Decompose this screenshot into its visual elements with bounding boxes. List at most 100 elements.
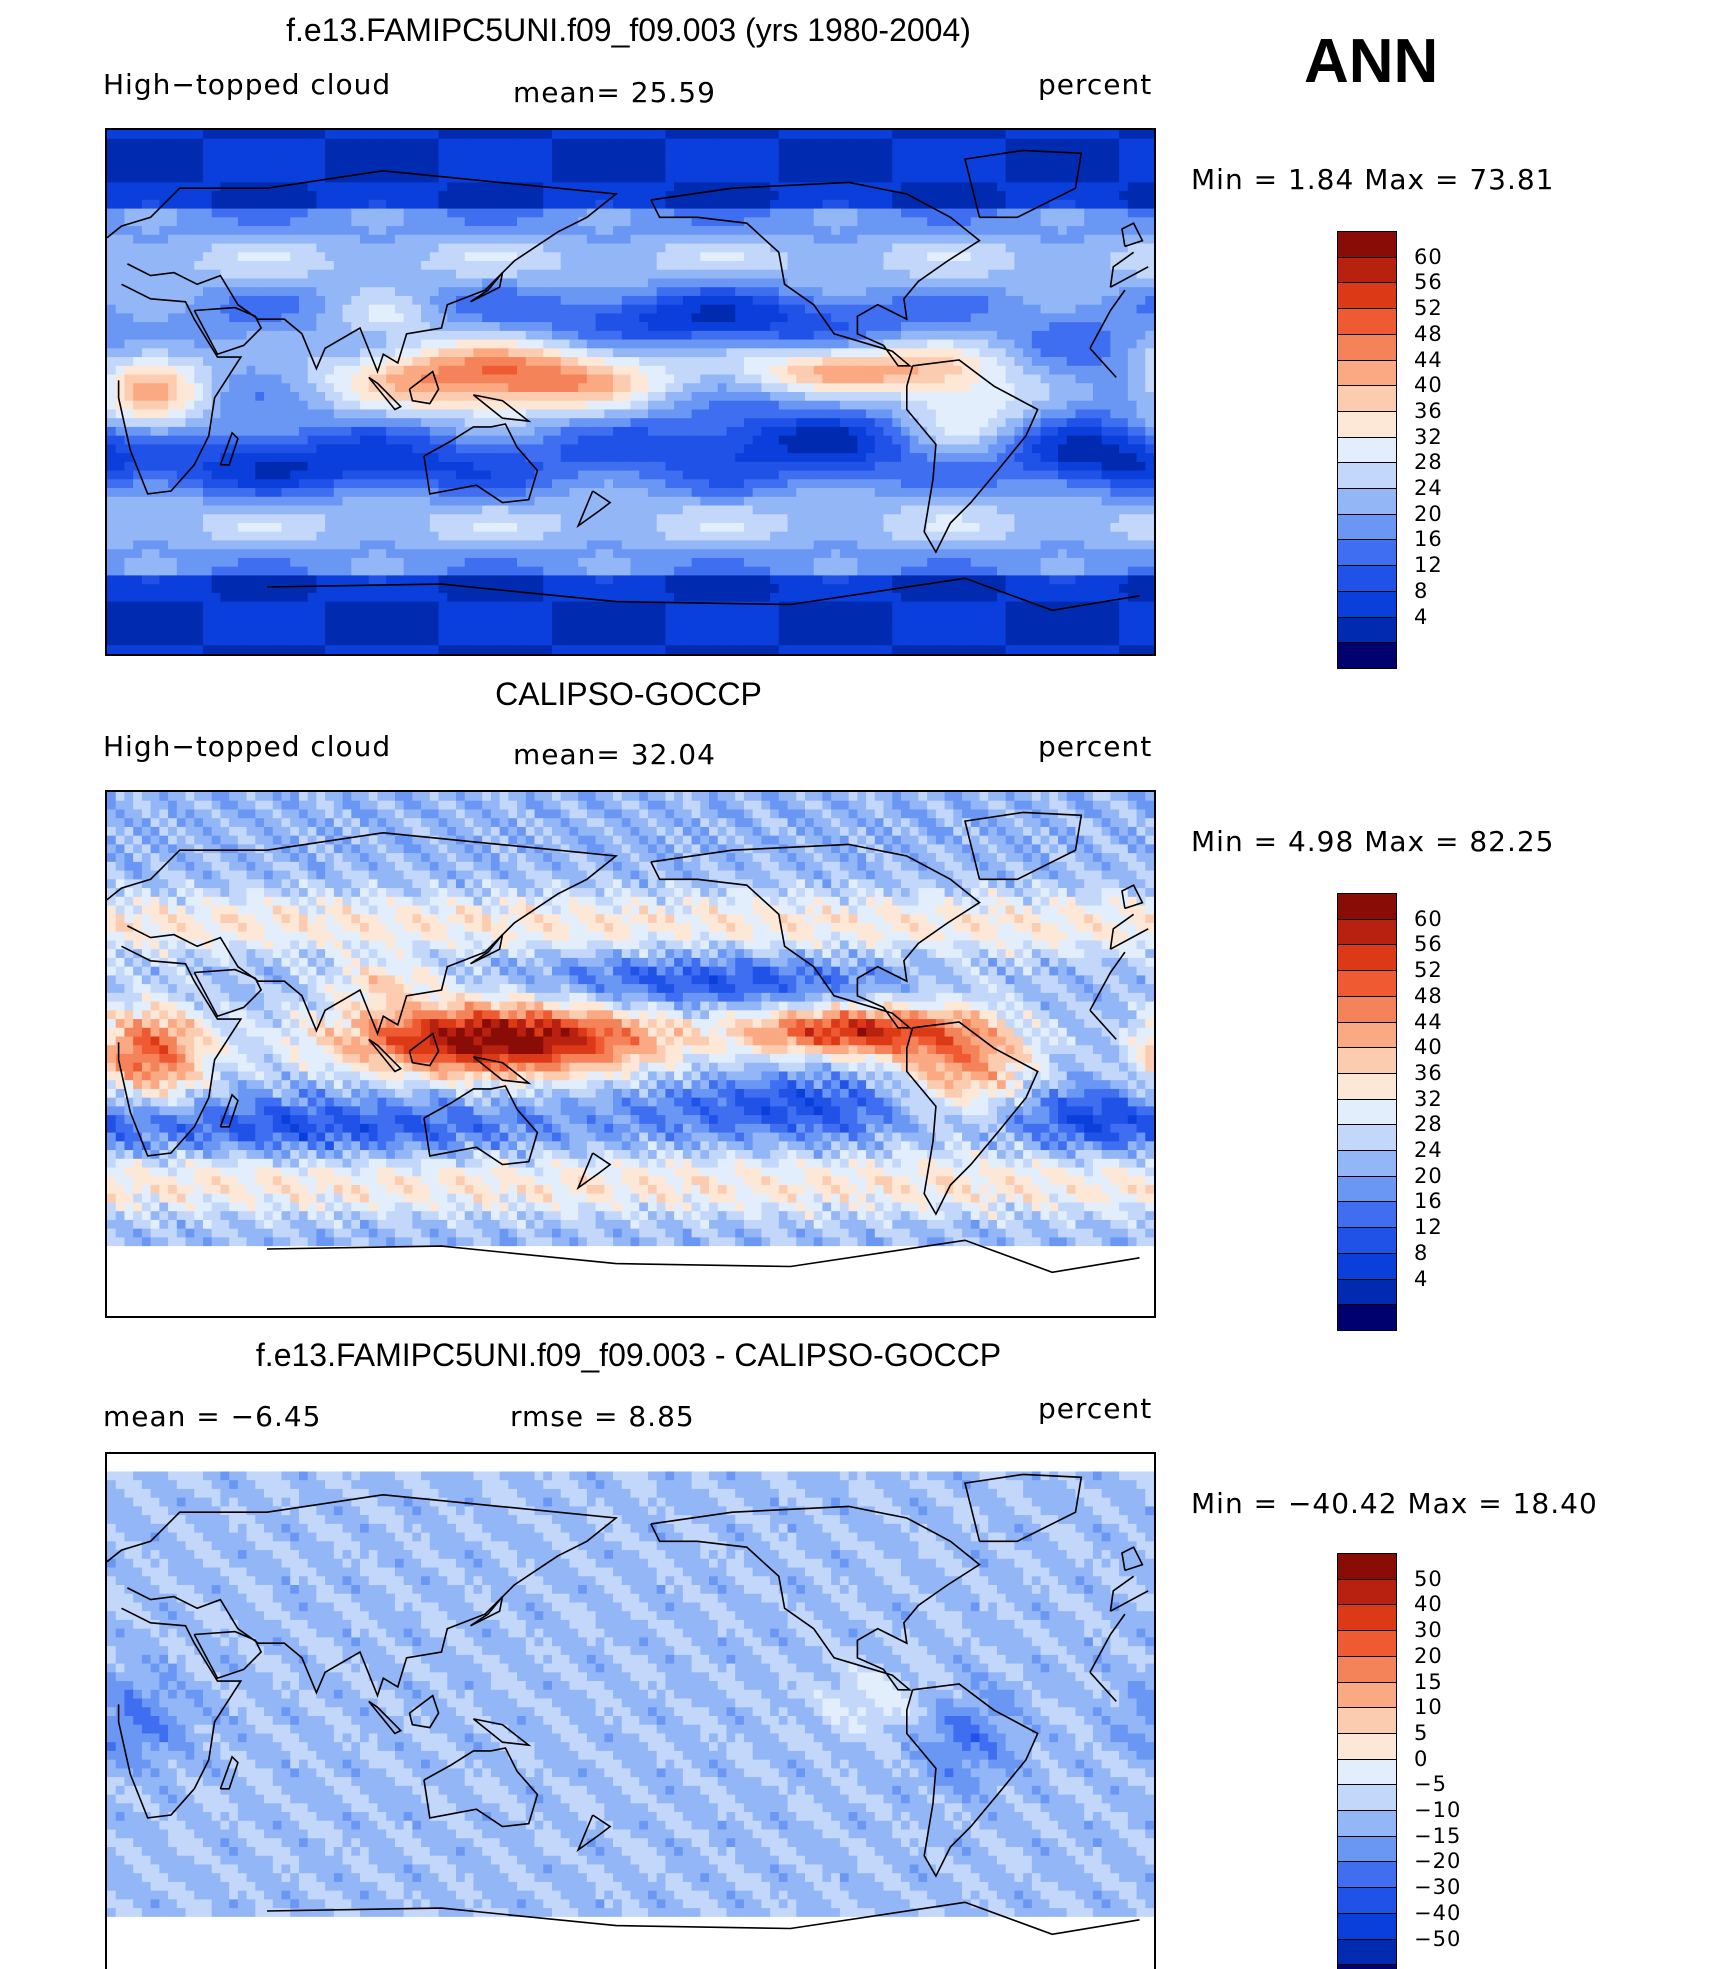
colorbar-swatch <box>1337 1810 1397 1837</box>
panel-1-units-label: percent <box>1038 68 1152 101</box>
coastline <box>368 1038 403 1073</box>
coastline <box>650 1505 981 1691</box>
colorbar-swatch <box>1337 1707 1397 1735</box>
colorbar-swatch <box>1337 1124 1397 1152</box>
colorbar-swatch <box>1337 1630 1397 1658</box>
colorbar-tick-label: 24 <box>1414 1138 1443 1162</box>
panel-2-title: CALIPSO-GOCCP <box>105 676 1152 713</box>
colorbar-tick-label: 0 <box>1414 1747 1428 1771</box>
coastline <box>470 272 504 303</box>
coastline <box>219 1755 239 1790</box>
colorbar-swatch <box>1337 1938 1397 1966</box>
coastline <box>1121 1546 1144 1572</box>
colorbar-tick-label: −20 <box>1414 1849 1461 1873</box>
coastline <box>1121 884 1144 910</box>
colorbar-swatch <box>1337 1887 1397 1915</box>
coastline <box>408 1032 440 1067</box>
coastline <box>117 945 1126 1157</box>
panel-1-minmax: Min = 1.84 Max = 73.81 <box>1191 163 1555 196</box>
panel-3-map <box>105 1452 1156 1969</box>
colorbar-tick-label: 60 <box>1414 907 1443 931</box>
coastline <box>472 1056 532 1085</box>
colorbar-swatch <box>1337 385 1397 413</box>
colorbar-tick-label: 40 <box>1414 373 1443 397</box>
coastline <box>964 811 1083 881</box>
colorbar-swatch <box>1337 1964 1397 1969</box>
panel-2-variable-label: High−topped cloud <box>103 730 391 763</box>
colorbar-swatch <box>1337 1835 1397 1863</box>
coastline <box>408 370 440 405</box>
colorbar-swatch <box>1337 1578 1397 1606</box>
colorbar-swatch <box>1337 410 1397 438</box>
colorbar-swatch <box>1337 1681 1397 1709</box>
coastline <box>423 1085 539 1166</box>
coastline <box>650 181 981 367</box>
panel-1-map <box>105 128 1156 656</box>
coastline <box>906 1683 1039 1878</box>
colorbar-tick-label: −30 <box>1414 1875 1461 1899</box>
coastline <box>117 1607 1126 1819</box>
colorbar-swatch <box>1337 616 1397 644</box>
colorbar-swatch <box>1337 1150 1397 1177</box>
coastline <box>266 1901 1140 1936</box>
colorbar-tick-label: 40 <box>1414 1035 1443 1059</box>
colorbar-tick-label: 40 <box>1414 1592 1443 1616</box>
colorbar-tick-label: −10 <box>1414 1798 1461 1822</box>
coastline <box>266 577 1140 612</box>
coastline <box>368 376 403 411</box>
colorbar-swatch <box>1337 1227 1397 1255</box>
panel-2-minmax: Min = 4.98 Max = 82.25 <box>1191 825 1555 858</box>
colorbar-swatch <box>1337 590 1397 618</box>
colorbar-swatch <box>1337 1072 1397 1100</box>
colorbar-tick-label: 36 <box>1414 399 1443 423</box>
colorbar-tick-label: 52 <box>1414 958 1443 982</box>
colorbar-tick-label: 20 <box>1414 502 1443 526</box>
coastline <box>408 1694 440 1729</box>
colorbar-swatch <box>1337 1304 1397 1332</box>
colorbar-tick-label: 48 <box>1414 984 1443 1008</box>
colorbar-swatch <box>1337 1098 1397 1126</box>
colorbar-tick-label: 12 <box>1414 553 1443 577</box>
colorbar-tick-label: 20 <box>1414 1644 1443 1668</box>
colorbar-tick-label: 28 <box>1414 1112 1443 1136</box>
colorbar-swatch <box>1337 893 1397 920</box>
coastline <box>423 423 539 504</box>
colorbar-swatch <box>1337 944 1397 972</box>
colorbar-swatch <box>1337 1655 1397 1683</box>
colorbar-tick-label: 20 <box>1414 1164 1443 1188</box>
world-map-icon <box>107 792 1154 1316</box>
coastline <box>964 1473 1083 1543</box>
coastline <box>472 394 532 423</box>
colorbar-swatch <box>1337 1021 1397 1049</box>
colorbar-swatch <box>1337 1175 1397 1203</box>
colorbar-swatch <box>1337 436 1397 464</box>
colorbar-tick-label: −40 <box>1414 1901 1461 1925</box>
colorbar-tick-label: −15 <box>1414 1824 1461 1848</box>
colorbar-tick-label: 4 <box>1414 1267 1428 1291</box>
colorbar-swatch <box>1337 333 1397 361</box>
panel-2-units-label: percent <box>1038 730 1152 763</box>
colorbar-tick-label: 10 <box>1414 1695 1443 1719</box>
colorbar-swatch <box>1337 256 1397 284</box>
panel-1-variable-label: High−topped cloud <box>103 68 391 101</box>
coastline <box>576 1152 612 1191</box>
colorbar-swatch <box>1337 1278 1397 1306</box>
colorbar-tick-label: 60 <box>1414 245 1443 269</box>
coastline <box>107 1493 1149 1698</box>
panel-3-minmax: Min = −40.42 Max = 18.40 <box>1191 1487 1598 1520</box>
colorbar-tick-label: 8 <box>1414 579 1428 603</box>
panel-1-mean-label: mean= 25.59 <box>513 76 716 109</box>
colorbar-swatch <box>1337 1861 1397 1889</box>
coastline <box>906 1021 1039 1216</box>
colorbar-tick-label: 24 <box>1414 476 1443 500</box>
coastline <box>576 1814 612 1853</box>
panel-3-title: f.e13.FAMIPC5UNI.f09_f09.003 - CALIPSO-G… <box>105 1337 1152 1374</box>
coastline <box>472 1718 532 1747</box>
colorbar-tick-label: 16 <box>1414 527 1443 551</box>
coastline <box>193 306 263 356</box>
colorbar-swatch <box>1337 359 1397 387</box>
panel-1-title: f.e13.FAMIPC5UNI.f09_f09.003 (yrs 1980-2… <box>105 12 1152 49</box>
colorbar-swatch <box>1337 970 1397 998</box>
colorbar-tick-label: 12 <box>1414 1215 1443 1239</box>
